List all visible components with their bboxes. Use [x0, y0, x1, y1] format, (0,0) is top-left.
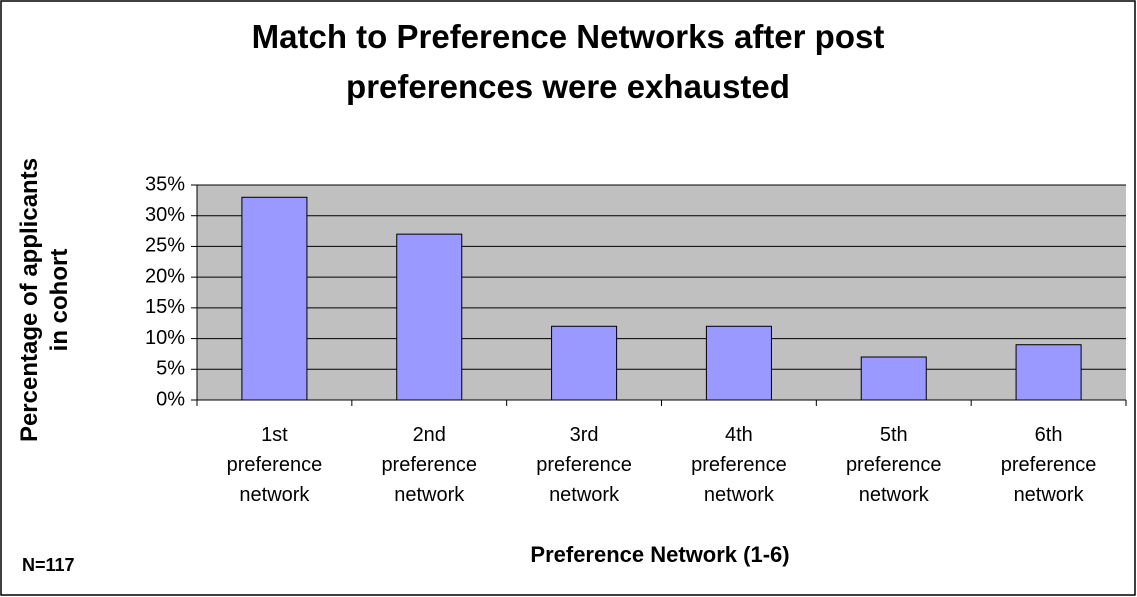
y-tick-label: 5% — [156, 358, 185, 380]
bar — [705, 325, 772, 401]
x-tick-label: 4th preference network — [691, 424, 787, 506]
bar — [1015, 344, 1082, 401]
y-tick-label: 10% — [145, 327, 185, 349]
bar — [396, 233, 463, 401]
x-tick-label: 2nd preference network — [381, 424, 478, 506]
x-tick-label: 5th preference network — [845, 424, 942, 506]
y-tick-label: 20% — [145, 265, 185, 287]
y-tick-label: 25% — [145, 235, 185, 257]
y-tick-label: 0% — [156, 388, 185, 410]
x-axis-label: Preference Network (1-6) — [530, 542, 790, 567]
x-tick-label: 3rd preference network — [536, 424, 632, 506]
y-axis-label: Percentage of applicants in cohort — [16, 157, 73, 443]
bar — [551, 325, 618, 401]
annotation: N=117 — [22, 555, 75, 575]
y-tick-label: 15% — [145, 296, 185, 318]
plot-area — [197, 185, 1126, 400]
chart-title: Match to Preference Networks after post … — [251, 18, 885, 105]
x-tick-label: 6th preference network — [1000, 424, 1097, 506]
bar — [860, 356, 927, 401]
y-tick-label: 30% — [145, 204, 185, 226]
y-tick-label: 35% — [145, 173, 185, 195]
bar — [241, 196, 308, 401]
x-tick-label: 1st preference network — [226, 424, 323, 506]
